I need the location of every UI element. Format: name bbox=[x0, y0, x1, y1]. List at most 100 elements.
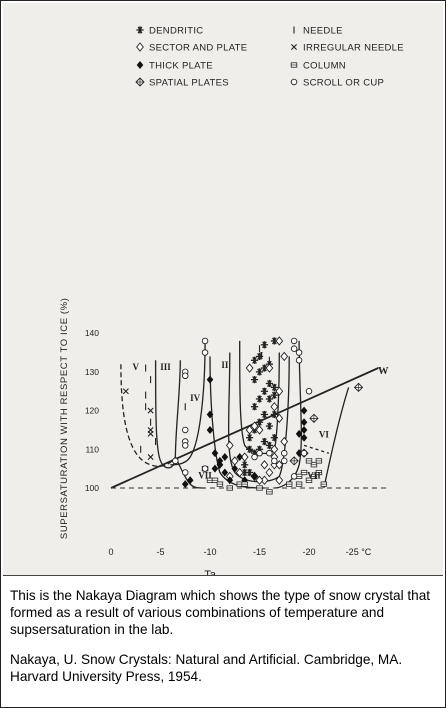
region-label: I bbox=[260, 350, 264, 360]
x-tick-label: -10 bbox=[203, 547, 216, 557]
data-point-sector-and-plate bbox=[245, 363, 254, 373]
data-point-scroll-or-cup bbox=[181, 426, 189, 434]
data-point-dendritic bbox=[255, 368, 264, 376]
data-point-scroll-or-cup bbox=[172, 457, 179, 465]
boundary-vi bbox=[323, 387, 350, 489]
data-point-column bbox=[320, 481, 328, 487]
data-point-sector-and-plate bbox=[255, 475, 264, 485]
data-point-irregular-needle bbox=[122, 388, 129, 395]
data-point-dendritic bbox=[255, 395, 264, 403]
region-label: VII bbox=[198, 470, 212, 480]
data-point-dendritic bbox=[260, 341, 269, 349]
data-point-dendritic bbox=[255, 352, 264, 361]
legend-item: COLUMN bbox=[290, 61, 346, 72]
data-point-sector-and-plate bbox=[270, 402, 279, 412]
data-point-thick-plate bbox=[300, 433, 308, 442]
data-point-scroll-or-cup bbox=[295, 349, 303, 356]
y-tick-label: 120 bbox=[85, 406, 99, 416]
legend-marker bbox=[291, 44, 297, 50]
legend-marker bbox=[135, 77, 145, 87]
data-point-dendritic bbox=[250, 376, 259, 384]
data-point-column bbox=[300, 469, 308, 476]
data-point-dendritic bbox=[265, 379, 273, 388]
data-point-thick-plate bbox=[295, 449, 303, 458]
data-point-scroll-or-cup bbox=[271, 457, 278, 465]
legend-label: THICK PLATE bbox=[149, 61, 213, 72]
data-point-dendritic bbox=[246, 434, 254, 442]
data-point-dendritic bbox=[250, 356, 259, 364]
data-point-thick-plate bbox=[236, 453, 243, 462]
region-label: VI bbox=[319, 430, 329, 440]
data-point-dendritic bbox=[265, 422, 273, 430]
data-point-dendritic bbox=[270, 391, 278, 399]
legend-label: SPATIAL PLATES bbox=[149, 78, 229, 89]
caption: This is the Nakaya Diagram which shows t… bbox=[10, 587, 438, 685]
data-point-dendritic bbox=[246, 445, 254, 453]
data-point-irregular-needle bbox=[147, 430, 154, 437]
data-point-dendritic bbox=[241, 461, 249, 469]
x-tick-label: -15 bbox=[253, 547, 266, 557]
data-point-sector-and-plate bbox=[275, 475, 284, 485]
legend-label: SECTOR AND PLATE bbox=[149, 43, 247, 54]
data-point-thick-plate bbox=[226, 476, 234, 485]
legend-label: IRREGULAR NEEDLE bbox=[303, 43, 404, 54]
data-point-spatial-plates bbox=[289, 456, 299, 466]
data-point-dendritic bbox=[265, 395, 273, 403]
chart-legend: DENDRITIC NEEDLE SECTOR AND PLATE IRREGULAR… bbox=[135, 26, 404, 89]
data-point-thick-plate bbox=[186, 476, 194, 485]
data-point-dendritic bbox=[260, 410, 269, 419]
y-tick-label: 110 bbox=[85, 444, 99, 454]
data-point-sector-and-plate bbox=[255, 425, 264, 435]
data-point-sector-and-plate bbox=[280, 436, 289, 447]
data-point-dendritic bbox=[270, 383, 278, 391]
data-point-scroll-or-cup bbox=[290, 345, 298, 352]
x-axis-label: Ta bbox=[204, 569, 217, 575]
data-point-dendritic bbox=[265, 441, 273, 450]
legend-label: DENDRITIC bbox=[149, 26, 203, 37]
data-point-sector-and-plate bbox=[235, 467, 244, 478]
data-point-thick-plate bbox=[221, 468, 229, 477]
data-point-scroll-or-cup bbox=[181, 442, 189, 449]
data-point-sector-and-plate bbox=[240, 452, 249, 462]
caption-reference: Nakaya, U. Snow Crystals: Natural and Ar… bbox=[10, 652, 403, 684]
data-point-thick-plate bbox=[206, 375, 214, 384]
data-point-scroll-or-cup bbox=[251, 453, 258, 461]
data-point-thick-plate bbox=[295, 429, 303, 438]
data-point-scroll-or-cup bbox=[281, 449, 288, 457]
legend-marker bbox=[136, 42, 144, 52]
region-label: IV bbox=[190, 393, 201, 403]
data-points bbox=[122, 336, 364, 495]
data-point-sector-and-plate bbox=[275, 386, 284, 396]
data-point-scroll-or-cup bbox=[281, 457, 288, 465]
legend-marker bbox=[136, 26, 144, 34]
data-point-dendritic bbox=[246, 468, 254, 477]
legend-item: SCROLL OR CUP bbox=[290, 78, 384, 89]
data-point-scroll-or-cup bbox=[290, 473, 298, 480]
legend-label: COLUMN bbox=[303, 61, 346, 72]
data-point-scroll-or-cup bbox=[300, 449, 308, 457]
boundary-ii-left bbox=[209, 356, 265, 489]
data-point-scroll-or-cup bbox=[201, 337, 209, 345]
x-tick-label: -20 bbox=[302, 547, 315, 557]
legend-item: DENDRITIC bbox=[136, 26, 203, 37]
data-point-sector-and-plate bbox=[280, 351, 289, 362]
data-point-sector-and-plate bbox=[245, 425, 254, 435]
data-point-thick-plate bbox=[211, 464, 219, 473]
legend-item: SPATIAL PLATES bbox=[135, 77, 229, 89]
data-point-column bbox=[305, 477, 313, 483]
data-point-thick-plate bbox=[221, 453, 229, 462]
data-point-thick-plate bbox=[300, 406, 308, 415]
data-point-scroll-or-cup bbox=[181, 372, 189, 380]
data-point-scroll-or-cup bbox=[290, 337, 298, 345]
data-point-column bbox=[310, 462, 318, 468]
data-point-column bbox=[216, 481, 224, 487]
region-label: V bbox=[133, 362, 140, 372]
data-point-column bbox=[305, 458, 313, 464]
data-point-column bbox=[256, 485, 263, 491]
legend-item: SECTOR AND PLATE bbox=[136, 42, 247, 54]
boundary-ii-right bbox=[274, 340, 302, 489]
data-point-sector-and-plate bbox=[275, 413, 284, 424]
boundary-v-dashed bbox=[120, 364, 176, 467]
data-point-thick-plate bbox=[181, 480, 189, 489]
